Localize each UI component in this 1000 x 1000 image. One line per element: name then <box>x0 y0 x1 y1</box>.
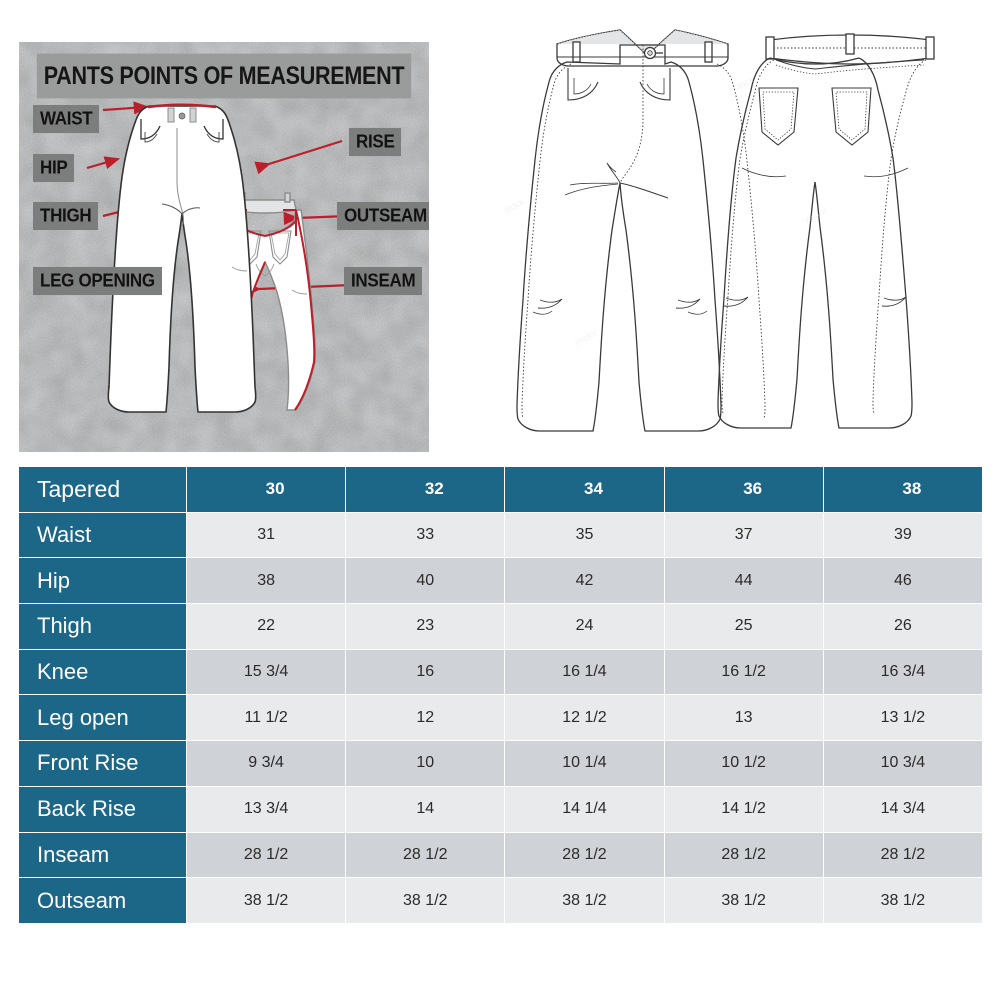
svg-text:stock: stock <box>502 196 526 215</box>
svg-text:stock: stock <box>732 74 756 93</box>
svg-text:vector: vector <box>802 205 828 225</box>
svg-text:vector: vector <box>573 327 599 347</box>
